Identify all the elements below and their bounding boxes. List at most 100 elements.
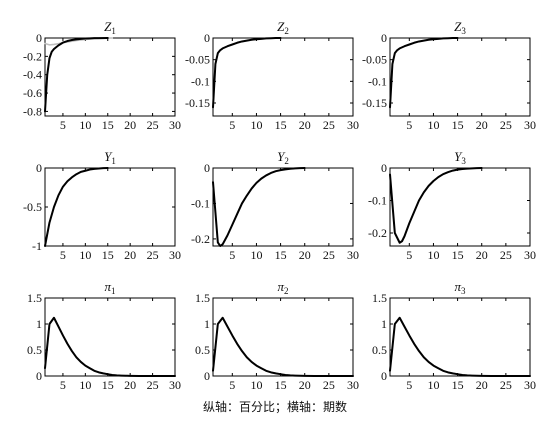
x-tick-label: 25 [323,118,335,132]
x-tick-label: 5 [406,378,412,392]
axes-frame [389,37,531,117]
series-line [212,167,306,247]
x-tick-label: 20 [299,118,311,132]
y-tick-label: -0.1 [368,194,387,208]
chart-title: Z3 [454,19,466,36]
x-tick-label: 5 [229,118,235,132]
chart-title-subscript: 3 [461,156,466,166]
x-tick-label: 15 [102,378,114,392]
y-tick-label: 0 [381,369,387,383]
y-tick-label: 0.5 [27,343,42,357]
y-tick-label: 1.5 [372,291,387,305]
y-tick-label: -0.5 [23,200,42,214]
chart-title: Y1 [104,149,116,166]
y-tick-label: 1.5 [195,291,210,305]
chart-title: π3 [454,279,466,296]
x-tick-label: 5 [60,118,66,132]
y-tick-label: 0.5 [372,343,387,357]
series-line [44,167,109,247]
y-tick-label: 0 [36,161,42,175]
chart-title-subscript: 3 [461,286,466,296]
x-tick-label: 20 [476,378,488,392]
x-tick-label: 15 [275,118,287,132]
chart-panel: Z2 5 10 15 20 25 30 0 -0.05 -0.1 -0.15 [185,19,359,132]
y-tick-label: 0 [204,31,210,45]
chart-title: Y3 [454,149,466,166]
y-tick-label: -0.05 [185,53,210,67]
axes-frame [44,37,176,117]
x-tick-label: 5 [406,118,412,132]
y-tick-label: 0 [204,369,210,383]
y-tick-label: 1 [381,317,387,331]
chart-panel: Y2 5 10 15 20 25 30 0 -0.1 -0.2 [191,149,359,262]
y-tick-label: -0.1 [191,74,210,88]
y-tick-label: 1 [204,317,210,331]
chart-title: Y2 [277,149,289,166]
chart-panel: Z1 5 10 15 20 25 30 0 -0.2 -0.4 -0.6 -0.8 [23,19,181,132]
x-tick-label: 10 [427,378,439,392]
x-tick-label: 10 [427,248,439,262]
chart-panel: π1 5 10 15 20 25 30 0 0.5 1 1.5 [27,279,181,392]
x-tick-label: 30 [347,118,359,132]
y-tick-label: -0.2 [368,226,387,240]
y-tick-label: -0.4 [23,68,42,82]
chart-title: π1 [104,279,115,296]
x-tick-label: 5 [60,378,66,392]
series-line [389,316,531,377]
chart-title-subscript: 2 [284,26,289,36]
x-tick-label: 20 [124,118,136,132]
x-tick-label: 10 [79,378,91,392]
x-tick-label: 20 [124,378,136,392]
y-tick-label: -0.1 [191,196,210,210]
axes-frame [212,297,354,377]
chart-title-subscript: 1 [111,156,116,166]
x-tick-label: 20 [476,118,488,132]
x-tick-label: 30 [524,378,536,392]
x-tick-label: 25 [500,118,512,132]
x-tick-label: 10 [250,378,262,392]
x-tick-label: 10 [79,118,91,132]
x-tick-label: 25 [147,248,159,262]
x-tick-label: 15 [275,248,287,262]
series-line [44,37,109,113]
x-tick-label: 15 [452,248,464,262]
x-tick-label: 15 [452,378,464,392]
x-tick-label: 10 [250,248,262,262]
x-tick-label: 5 [60,248,66,262]
chart-title: Z2 [277,19,289,36]
y-tick-label: 0 [36,31,42,45]
axes-frame [44,167,176,247]
series-line [389,167,483,244]
axes-frame [212,37,354,117]
y-tick-label: 0 [36,369,42,383]
axes-frame [212,167,354,247]
y-tick-label: -0.05 [362,53,387,67]
chart-panel: π2 5 10 15 20 25 30 0 0.5 1 1.5 [195,279,359,392]
y-tick-label: -0.2 [23,49,42,63]
x-tick-label: 10 [250,118,262,132]
x-tick-label: 30 [524,248,536,262]
x-tick-label: 25 [323,248,335,262]
x-tick-label: 25 [500,378,512,392]
x-tick-label: 15 [275,378,287,392]
series-line [212,37,282,109]
chart-title-subscript: 2 [284,156,289,166]
x-tick-label: 20 [476,248,488,262]
x-tick-label: 20 [299,248,311,262]
x-tick-label: 15 [102,248,114,262]
y-tick-label: 0 [204,161,210,175]
x-tick-label: 30 [347,248,359,262]
chart-title-subscript: 3 [461,26,466,36]
x-tick-label: 30 [169,378,181,392]
x-tick-label: 15 [102,118,114,132]
x-tick-label: 5 [406,248,412,262]
series-line [389,37,459,109]
y-tick-label: 1 [36,317,42,331]
x-tick-label: 25 [500,248,512,262]
y-tick-label: -1 [32,239,42,253]
y-tick-label: -0.1 [368,74,387,88]
axes-frame [44,297,176,377]
x-tick-label: 15 [452,118,464,132]
y-tick-label: -0.8 [23,104,42,118]
